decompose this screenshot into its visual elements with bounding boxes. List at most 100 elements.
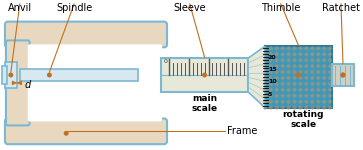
Polygon shape [286, 99, 291, 104]
Polygon shape [274, 105, 279, 110]
Circle shape [340, 73, 346, 77]
Polygon shape [286, 52, 291, 57]
Polygon shape [310, 52, 315, 57]
Polygon shape [328, 75, 333, 80]
Polygon shape [262, 75, 267, 80]
Polygon shape [322, 99, 327, 104]
Polygon shape [328, 105, 333, 110]
Polygon shape [292, 99, 297, 104]
Polygon shape [286, 87, 291, 92]
Polygon shape [292, 75, 297, 80]
Polygon shape [274, 87, 279, 92]
Circle shape [47, 73, 52, 77]
Polygon shape [280, 70, 285, 75]
Text: 15: 15 [268, 67, 277, 72]
Circle shape [296, 73, 301, 77]
Polygon shape [328, 70, 333, 75]
Polygon shape [274, 52, 279, 57]
Polygon shape [298, 105, 303, 110]
Polygon shape [328, 46, 333, 51]
Polygon shape [298, 58, 303, 63]
Polygon shape [292, 52, 297, 57]
Bar [20, 69, 138, 81]
Polygon shape [310, 75, 315, 80]
Polygon shape [328, 99, 333, 104]
Polygon shape [280, 58, 285, 63]
Polygon shape [298, 46, 303, 51]
Circle shape [202, 73, 207, 77]
Polygon shape [316, 99, 321, 104]
Polygon shape [304, 87, 309, 92]
Polygon shape [310, 46, 315, 51]
Polygon shape [280, 75, 285, 80]
Polygon shape [298, 64, 303, 69]
Polygon shape [262, 46, 267, 51]
Polygon shape [304, 75, 309, 80]
Polygon shape [286, 93, 291, 98]
Polygon shape [322, 64, 327, 69]
Polygon shape [286, 105, 291, 110]
Polygon shape [262, 87, 267, 92]
Polygon shape [262, 58, 267, 63]
Polygon shape [280, 64, 285, 69]
Polygon shape [274, 64, 279, 69]
Polygon shape [322, 52, 327, 57]
Bar [5, 62, 17, 88]
FancyBboxPatch shape [5, 22, 167, 47]
Polygon shape [310, 81, 315, 86]
Polygon shape [298, 75, 303, 80]
Polygon shape [310, 64, 315, 69]
Polygon shape [280, 52, 285, 57]
Text: rotating
scale: rotating scale [283, 110, 324, 129]
Polygon shape [328, 58, 333, 63]
Polygon shape [310, 93, 315, 98]
Polygon shape [274, 93, 279, 98]
Polygon shape [316, 87, 321, 92]
Polygon shape [298, 93, 303, 98]
Polygon shape [298, 70, 303, 75]
Polygon shape [274, 58, 279, 63]
Polygon shape [292, 87, 297, 92]
Polygon shape [322, 70, 327, 75]
Polygon shape [268, 81, 273, 86]
Polygon shape [304, 105, 309, 110]
Polygon shape [310, 58, 315, 63]
Polygon shape [304, 64, 309, 69]
Polygon shape [322, 58, 327, 63]
Polygon shape [298, 52, 303, 57]
Polygon shape [322, 75, 327, 80]
Polygon shape [328, 64, 333, 69]
Polygon shape [280, 99, 285, 104]
Polygon shape [274, 70, 279, 75]
Polygon shape [316, 105, 321, 110]
Circle shape [8, 73, 13, 77]
Bar [161, 58, 248, 92]
Polygon shape [286, 58, 291, 63]
Polygon shape [268, 93, 273, 98]
Polygon shape [274, 46, 279, 51]
Text: 10: 10 [268, 79, 277, 84]
Polygon shape [292, 81, 297, 86]
Polygon shape [298, 81, 303, 86]
Polygon shape [268, 52, 273, 57]
Polygon shape [328, 93, 333, 98]
Text: 20: 20 [268, 55, 277, 60]
Polygon shape [292, 58, 297, 63]
Text: d: d [25, 80, 31, 90]
Circle shape [64, 131, 69, 136]
Polygon shape [262, 70, 267, 75]
Polygon shape [310, 87, 315, 92]
Text: Sleeve: Sleeve [174, 3, 206, 13]
Text: 0: 0 [164, 59, 168, 64]
Polygon shape [310, 105, 315, 110]
Polygon shape [328, 52, 333, 57]
Polygon shape [292, 70, 297, 75]
Polygon shape [304, 99, 309, 104]
Text: Frame: Frame [227, 126, 258, 136]
Polygon shape [322, 93, 327, 98]
Bar [332, 64, 354, 86]
Polygon shape [280, 81, 285, 86]
Polygon shape [298, 99, 303, 104]
Polygon shape [262, 64, 267, 69]
Bar [265, 46, 332, 108]
